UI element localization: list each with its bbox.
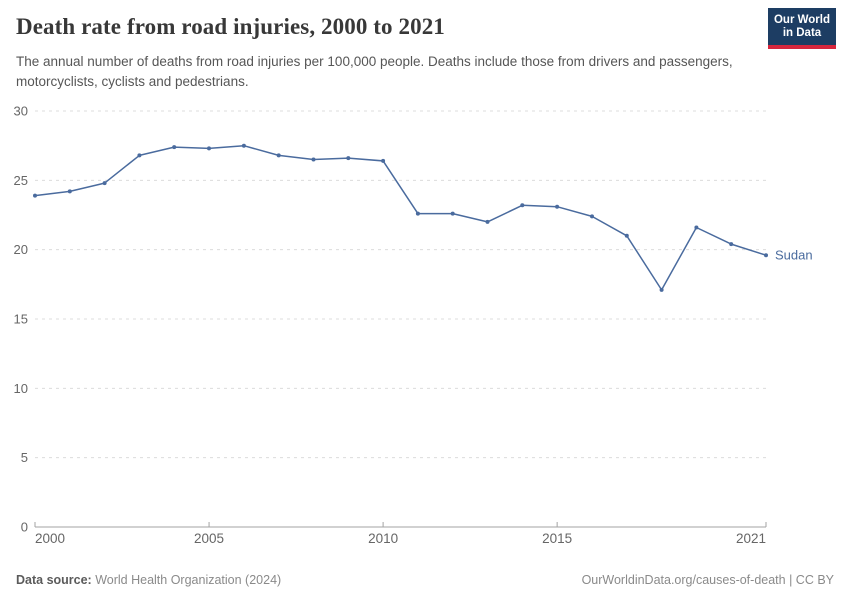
data-point[interactable]: [764, 253, 768, 258]
owid-logo-line1: Our World: [773, 14, 830, 26]
y-tick-label: 15: [14, 312, 28, 327]
owid-logo[interactable]: Our World in Data: [768, 8, 836, 49]
data-point[interactable]: [694, 225, 699, 230]
x-tick-label: 2010: [368, 531, 398, 546]
line-chart[interactable]: 0 5 10 15 20 25 30 2000 2005 2010 2015 2021 Sudan: [0, 95, 850, 565]
data-point[interactable]: [102, 181, 107, 186]
y-tick-label: 0: [21, 520, 28, 535]
data-point[interactable]: [555, 204, 560, 209]
chart-footer: Data source: World Health Organization (…: [16, 573, 834, 587]
license-link[interactable]: OurWorldinData.org/causes-of-death | CC …: [581, 573, 834, 587]
data-point[interactable]: [381, 158, 386, 163]
x-tick-label: 2005: [194, 531, 224, 546]
data-point[interactable]: [137, 153, 142, 158]
data-point[interactable]: [624, 233, 629, 238]
y-tick-label: 5: [21, 450, 28, 465]
y-tick-label: 20: [14, 242, 28, 257]
y-tick-label: 10: [14, 381, 28, 396]
owid-logo-line2: in Data: [782, 27, 822, 39]
data-point[interactable]: [241, 143, 246, 148]
data-point[interactable]: [346, 156, 351, 161]
data-point[interactable]: [415, 211, 420, 216]
page-title: Death rate from road injuries, 2000 to 2…: [16, 14, 445, 39]
data-point[interactable]: [67, 189, 72, 194]
data-point[interactable]: [590, 214, 594, 219]
data-point[interactable]: [450, 211, 455, 216]
data-point[interactable]: [729, 242, 734, 247]
data-point[interactable]: [276, 153, 281, 158]
data-source: Data source: World Health Organization (…: [16, 573, 281, 587]
chart-header: Death rate from road injuries, 2000 to 2…: [0, 0, 850, 95]
y-tick-label: 25: [14, 173, 28, 188]
data-source-label: Data source:: [16, 573, 92, 587]
data-point[interactable]: [311, 157, 316, 162]
chart-subtitle: The annual number of deaths from road in…: [16, 54, 733, 89]
x-tick-label: 2015: [542, 531, 572, 546]
chart-canvas[interactable]: 0 5 10 15 20 25 30 2000 2005 2010 2015 2021 Sudan: [0, 95, 850, 565]
entity-label[interactable]: Sudan: [775, 248, 813, 263]
data-point[interactable]: [520, 203, 525, 208]
x-tick-label: 2021: [736, 531, 766, 546]
data-source-value: World Health Organization (2024): [91, 573, 282, 587]
data-point[interactable]: [659, 287, 664, 292]
y-tick-label: 30: [14, 104, 28, 119]
data-point[interactable]: [33, 193, 37, 198]
data-point[interactable]: [207, 146, 211, 151]
data-point[interactable]: [485, 219, 490, 224]
x-tick-label: 2000: [35, 531, 65, 546]
data-line[interactable]: [34, 144, 767, 291]
data-point[interactable]: [172, 145, 177, 150]
